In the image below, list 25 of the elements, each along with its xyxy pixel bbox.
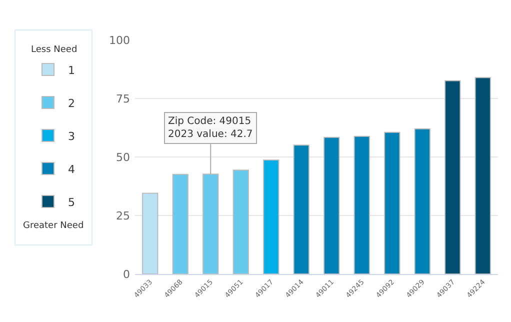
legend-label: 5	[68, 196, 75, 209]
bar	[202, 174, 219, 274]
bar	[232, 170, 249, 274]
bar	[142, 192, 158, 274]
y-tick-label: 75	[116, 92, 130, 106]
y-tick-label: 25	[116, 209, 130, 222]
bar	[324, 136, 340, 274]
bar	[293, 144, 310, 274]
legend-title: Less Need	[31, 45, 78, 55]
legend-label: 3	[68, 130, 75, 143]
text: Greater Need	[23, 221, 84, 231]
y-tick-label: 100	[109, 34, 130, 47]
legend-label: 2	[68, 96, 75, 110]
bar	[414, 128, 430, 274]
bar	[263, 160, 280, 274]
bar	[384, 132, 400, 274]
y-tick-label: 50	[116, 150, 130, 164]
bar	[474, 77, 491, 274]
legend-label: 1	[68, 64, 75, 77]
bar	[172, 174, 188, 274]
y-tick-label: 0	[123, 268, 130, 281]
bar	[354, 136, 370, 274]
annotation: Zip Code: 49015 2023 value: 42.7	[168, 116, 253, 140]
legend-label: 4	[68, 162, 75, 176]
bar	[444, 80, 461, 274]
